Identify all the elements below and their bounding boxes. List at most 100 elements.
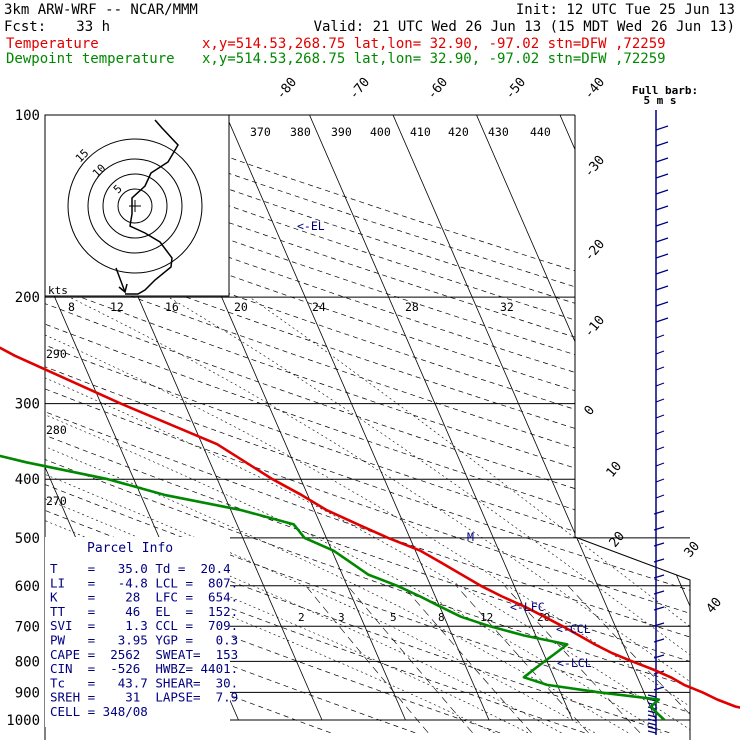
mixing-ratio-label: 2 bbox=[298, 611, 305, 624]
wind-barb bbox=[655, 221, 669, 227]
thetae-label: 8 bbox=[68, 300, 75, 314]
lfc-annotation: <-LFC bbox=[510, 600, 545, 614]
wind-barb bbox=[647, 718, 657, 722]
theta-label: 280 bbox=[46, 423, 67, 437]
wind-barb bbox=[655, 317, 669, 323]
wind-barb bbox=[647, 710, 657, 714]
isotherm-label: 10 bbox=[604, 459, 626, 481]
isotherm-line bbox=[309, 115, 573, 721]
dry-adiabat bbox=[45, 115, 690, 734]
theta-label: 270 bbox=[46, 494, 67, 508]
lcl-annotation: <-LCL bbox=[557, 656, 592, 670]
isotherm-line bbox=[392, 115, 657, 721]
wind-barb bbox=[655, 301, 669, 307]
fcst-value: 33 h bbox=[76, 19, 110, 35]
isotherm-label: -40 bbox=[582, 75, 609, 103]
moist-adiabat bbox=[45, 296, 529, 734]
m-annotation: M bbox=[467, 530, 474, 544]
wind-barb bbox=[655, 446, 665, 451]
theta-label: 430 bbox=[488, 125, 509, 139]
wind-barb bbox=[655, 334, 665, 339]
dewpoint-info: x,y=514.53,268.75 lat,lon= 32.90, -97.02… bbox=[202, 51, 666, 67]
wind-barb bbox=[655, 366, 665, 371]
hodo-units: kts bbox=[48, 284, 68, 297]
isotherm-label: -50 bbox=[503, 75, 530, 103]
wind-barb bbox=[653, 510, 665, 515]
wind-scale-line1: Full barb: bbox=[632, 84, 698, 97]
wind-barb bbox=[655, 125, 669, 131]
pressure-label: 900 bbox=[15, 685, 40, 701]
pressure-label: 200 bbox=[15, 290, 40, 306]
parcel-info-row: CIN = -526 HWBZ= 4401. bbox=[50, 661, 238, 676]
isotherm-label: 0 bbox=[582, 403, 599, 419]
dry-adiabat bbox=[45, 115, 670, 734]
wind-barb bbox=[647, 726, 657, 730]
isotherm-label: -80 bbox=[274, 75, 301, 103]
wind-barb bbox=[655, 430, 665, 435]
parcel-info-box: Parcel Info T = 35.0 Td = 20.4LI = -4.8 … bbox=[45, 537, 238, 727]
parcel-info-row: SREH = 31 LAPSE= 7.9 bbox=[50, 690, 238, 705]
parcel-info-row: CELL = 348/08 bbox=[50, 704, 148, 719]
wind-barb bbox=[655, 285, 669, 291]
mixing-ratio-line bbox=[347, 585, 473, 733]
thetae-label: 32 bbox=[500, 300, 514, 314]
pressure-label: 600 bbox=[15, 579, 40, 595]
isotherm-line bbox=[225, 115, 490, 721]
theta-label: 390 bbox=[331, 125, 352, 139]
parcel-info-row: LI = -4.8 LCL = 807. bbox=[50, 575, 238, 590]
wind-barb bbox=[655, 141, 669, 147]
ccl-annotation: <-CCL bbox=[556, 622, 591, 636]
wind-barb bbox=[655, 189, 669, 195]
parcel-info-row: K = 28 LFC = 654. bbox=[50, 590, 238, 605]
thetae-label: 28 bbox=[405, 300, 419, 314]
parcel-info-row: T = 35.0 Td = 20.4 bbox=[50, 561, 231, 576]
wind-barbs bbox=[647, 110, 669, 735]
el-annotation: <-EL bbox=[297, 219, 325, 233]
parcel-info-row: PW = 3.95 YGP = 0.3 bbox=[50, 633, 238, 648]
temperature-info: x,y=514.53,268.75 lat,lon= 32.90, -97.02… bbox=[202, 36, 666, 52]
wind-barb bbox=[655, 205, 669, 211]
wind-barb bbox=[655, 253, 669, 259]
wind-barb bbox=[655, 157, 669, 163]
theta-label: 290 bbox=[46, 347, 67, 361]
theta-label: 400 bbox=[370, 125, 391, 139]
isotherm-label: 30 bbox=[682, 539, 704, 561]
dewpoint-legend: Dewpoint temperature bbox=[6, 51, 175, 67]
moist-adiabat bbox=[45, 296, 690, 734]
valid-time: Valid: 21 UTC Wed 26 Jun 13 (15 MDT Wed … bbox=[314, 19, 735, 35]
theta-label: 440 bbox=[530, 125, 551, 139]
dry-adiabat bbox=[45, 115, 501, 734]
wind-barb bbox=[655, 494, 665, 499]
pressure-label: 800 bbox=[15, 654, 40, 670]
dry-adiabat bbox=[45, 115, 690, 734]
parcel-info-row: SVI = 1.3 CCL = 709. bbox=[50, 618, 238, 633]
wind-barb bbox=[655, 237, 669, 243]
mixing-ratio-line bbox=[305, 585, 429, 733]
wind-barb bbox=[647, 714, 657, 718]
thetae-label: 24 bbox=[312, 300, 326, 314]
theta-label: 380 bbox=[290, 125, 311, 139]
wind-barb bbox=[655, 269, 669, 275]
thetae-label: 12 bbox=[110, 300, 124, 314]
wind-barb bbox=[653, 526, 665, 531]
dry-adiabat bbox=[45, 115, 690, 734]
pressure-label: 500 bbox=[15, 531, 40, 547]
mixing-ratio-label: 3 bbox=[338, 611, 345, 624]
wind-barb bbox=[653, 590, 665, 595]
dewpoint-line bbox=[0, 454, 666, 721]
pressure-label: 300 bbox=[15, 397, 40, 413]
fcst-label: Fcst: bbox=[4, 19, 46, 35]
mixing-ratio-line bbox=[504, 585, 641, 734]
sounding-profiles bbox=[0, 346, 740, 721]
isotherm-label: -20 bbox=[582, 237, 609, 265]
mixing-ratio-line bbox=[456, 585, 589, 734]
hodograph: 5 10 15 kts bbox=[44, 114, 230, 297]
dry-adiabat bbox=[45, 115, 690, 734]
thetae-label: 20 bbox=[234, 300, 248, 314]
pressure-axis: 100 200 300 400 500 600 700 800 900 1000 bbox=[6, 108, 40, 729]
wind-barb bbox=[653, 558, 665, 563]
pressure-label: 100 bbox=[15, 108, 40, 124]
wind-barb bbox=[653, 574, 665, 579]
parcel-info-row: CAPE = 2562 SWEAT= 153 bbox=[50, 647, 238, 662]
moist-adiabat bbox=[45, 296, 690, 734]
